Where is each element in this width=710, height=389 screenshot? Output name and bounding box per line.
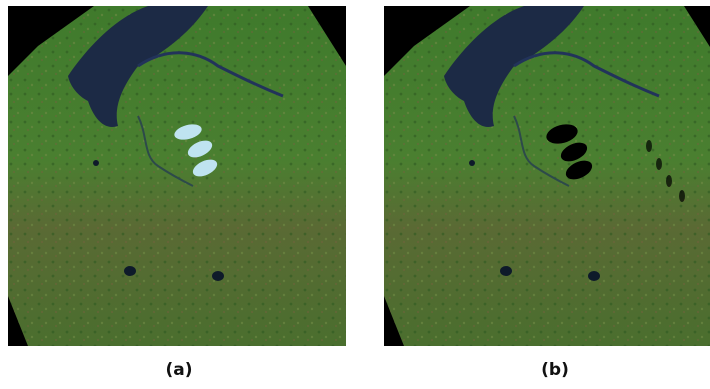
page: (a) (b) (() => { const data = JSON.parse…	[0, 0, 710, 385]
panel-label: (a)	[165, 360, 192, 380]
panel-b	[384, 6, 710, 346]
satellite-image	[384, 6, 710, 346]
satellite-image	[8, 6, 346, 346]
panel-a	[8, 6, 346, 346]
figure: (a) (b)	[0, 0, 710, 385]
panel-label: (b)	[541, 360, 569, 380]
